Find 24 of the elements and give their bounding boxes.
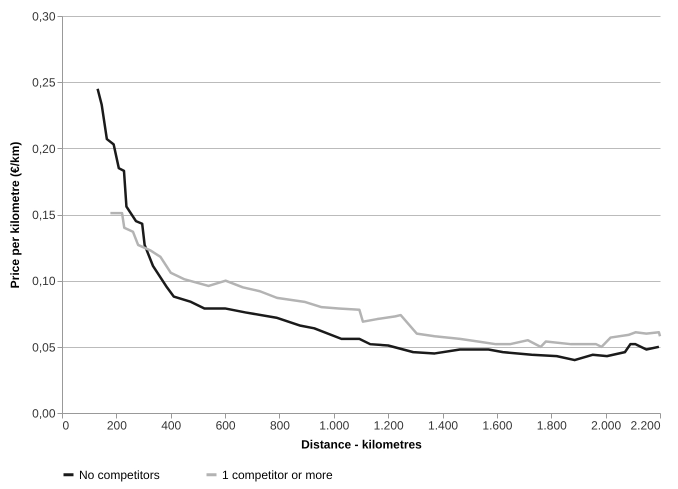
y-tick-label: 0,20	[32, 142, 56, 156]
legend-label: 1 competitor or more	[222, 468, 334, 482]
x-tick-label: 1.200	[374, 418, 404, 432]
x-tick-label: 200	[106, 418, 128, 432]
x-tick-label: 800	[270, 418, 290, 432]
x-tick-label: 2.200	[630, 418, 661, 432]
y-axis-title: Price per kilometre (€/km)	[8, 142, 22, 288]
legend-label: No competitors	[79, 468, 160, 482]
line-series	[96, 88, 660, 362]
y-tick-label: 0,30	[32, 10, 56, 24]
x-tick-label: 1.400	[428, 418, 458, 432]
y-tick-label: 0,15	[32, 208, 56, 222]
x-tick-label: 600	[216, 418, 236, 432]
x-tick-label: 400	[161, 418, 182, 432]
y-tick-label: 0,10	[32, 274, 56, 288]
x-axis-title: Distance - kilometres	[301, 438, 422, 452]
x-tick-label: 1.600	[482, 418, 513, 432]
x-tick-label: 1.000	[319, 418, 350, 432]
x-tick-label: 0	[62, 418, 70, 432]
y-tick-label: 0,25	[32, 76, 56, 90]
x-tick-label: 2.000	[591, 418, 622, 432]
y-tick-label: 0,00	[32, 406, 56, 420]
x-tick-label: 1.800	[536, 418, 568, 432]
y-tick-label: 0,05	[32, 340, 56, 354]
